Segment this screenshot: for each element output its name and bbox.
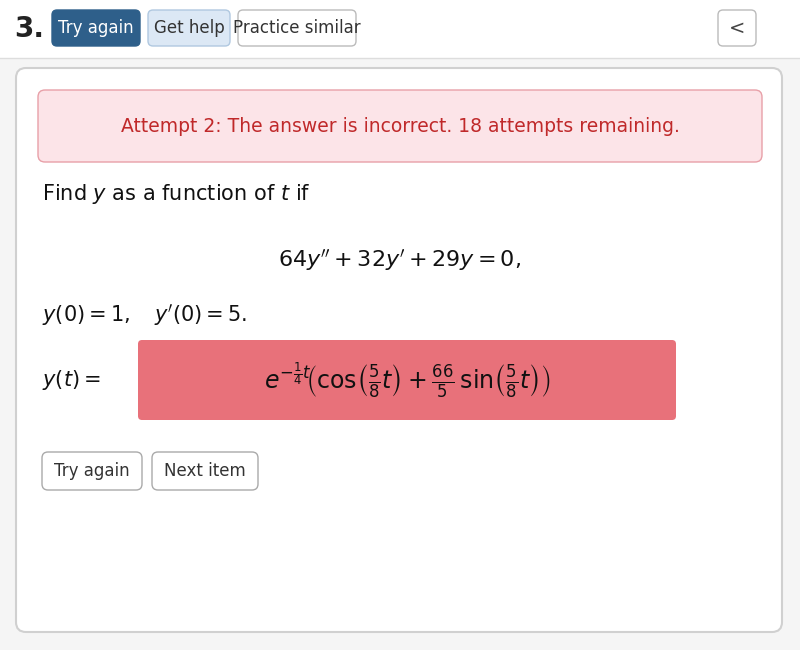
Text: <: < (729, 18, 745, 38)
FancyBboxPatch shape (238, 10, 356, 46)
Bar (0, 0, 800, 58)
Text: $y(t) = $: $y(t) = $ (42, 368, 101, 392)
Text: 3.: 3. (14, 15, 44, 43)
FancyBboxPatch shape (138, 340, 676, 420)
FancyBboxPatch shape (148, 10, 230, 46)
FancyBboxPatch shape (718, 10, 756, 46)
Text: Get help: Get help (154, 19, 224, 37)
Text: Next item: Next item (164, 462, 246, 480)
FancyBboxPatch shape (38, 90, 762, 162)
Text: Find $y$ as a function of $t$ if: Find $y$ as a function of $t$ if (42, 182, 310, 206)
Text: $y(0) = 1, \quad y'(0) = 5.$: $y(0) = 1, \quad y'(0) = 5.$ (42, 302, 247, 328)
FancyBboxPatch shape (42, 452, 142, 490)
Text: Try again: Try again (54, 462, 130, 480)
FancyBboxPatch shape (52, 10, 140, 46)
Text: $e^{-\frac{1}{4}t}\!\left(\cos\!\left(\frac{5}{8}t\right) + \frac{66}{5}\,\sin\!: $e^{-\frac{1}{4}t}\!\left(\cos\!\left(\f… (264, 360, 550, 400)
Text: $64y'' + 32y' + 29y = 0,$: $64y'' + 32y' + 29y = 0,$ (278, 247, 522, 273)
Text: Practice similar: Practice similar (233, 19, 361, 37)
FancyBboxPatch shape (152, 452, 258, 490)
Text: Try again: Try again (58, 19, 134, 37)
FancyBboxPatch shape (16, 68, 782, 632)
Text: Attempt 2: The answer is incorrect. 18 attempts remaining.: Attempt 2: The answer is incorrect. 18 a… (121, 116, 679, 135)
